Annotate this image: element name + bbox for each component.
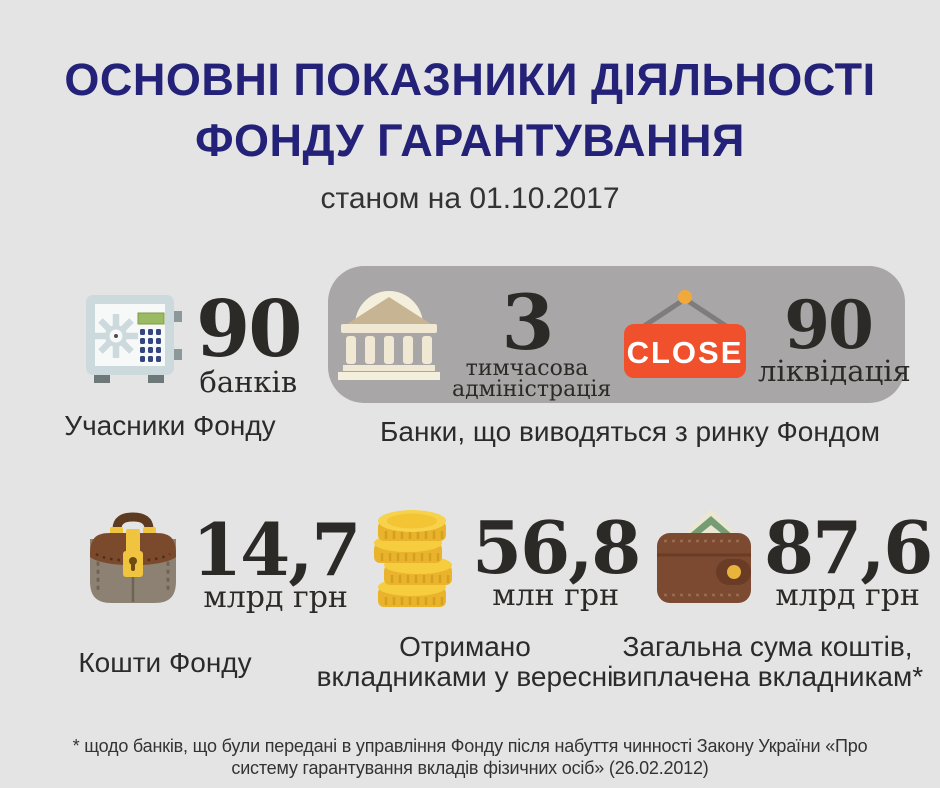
footnote-line2: систему гарантування вкладів фізичних ос… — [231, 758, 709, 778]
total-paid-label-line1: Загальна сума коштів, — [622, 631, 913, 662]
stat-group-september-payouts: 56,8 млн грн — [362, 503, 641, 613]
september-payouts-label-line1: Отримано — [399, 631, 531, 662]
september-payouts-label: Отримано вкладниками у вересні — [295, 632, 635, 692]
wallet-icon — [657, 509, 751, 603]
coins-icon — [374, 510, 452, 607]
footnote: * щодо банків, що були передані в управл… — [40, 735, 900, 779]
september-payouts-unit: млн грн — [492, 578, 620, 613]
liquidation-value: 90 — [784, 286, 874, 364]
fund-assets-value: 14,7 — [192, 507, 361, 592]
banks-withdrawal-label: Банки, що виводяться з ринку Фондом — [380, 416, 880, 447]
participants-value: 90 — [196, 284, 303, 375]
footnote-line1: * щодо банків, що були передані в управл… — [72, 736, 868, 756]
participants-unit: банків — [199, 365, 298, 399]
september-payouts-label-line2: вкладниками у вересні — [316, 661, 614, 692]
page-title-line1: ОСНОВНІ ПОКАЗНИКИ ДІЯЛЬНОСТІ — [64, 54, 876, 105]
close-sign-text: CLOSE — [627, 335, 744, 370]
liquidation-stat: 90 ліквідація — [758, 286, 911, 388]
total-paid-value: 87,6 — [764, 505, 933, 590]
total-paid-stat: 87,6 млрд грн — [764, 505, 933, 613]
fund-assets-stat: 14,7 млрд грн — [192, 507, 361, 615]
september-payouts-stat: 56,8 млн грн — [472, 505, 641, 613]
total-paid-label-line2: виплачена вкладникам* — [611, 661, 924, 692]
stat-group-total-paid: 87,6 млрд грн — [652, 503, 933, 613]
total-paid-label: Загальна сума коштів, виплачена вкладник… — [595, 632, 940, 692]
safe-icon — [86, 295, 182, 383]
stat-group-participants: 90 банків — [84, 284, 303, 399]
fund-assets-label: Кошти Фонду — [78, 647, 252, 678]
close-sign-icon: CLOSE — [624, 290, 746, 378]
page-title-line2: ФОНДУ ГАРАНТУВАННЯ — [195, 115, 745, 166]
report-date-subtitle: станом на 01.10.2017 — [320, 182, 620, 215]
banks-withdrawal-panel: 3 тимчасова адміністрація CLOSE 90 лікві… — [328, 266, 911, 403]
temp-admin-unit-line1: тимчасова — [465, 356, 589, 381]
september-payouts-value: 56,8 — [472, 505, 641, 590]
temp-admin-unit-line2: адміністрація — [452, 377, 612, 402]
fund-assets-unit: млрд грн — [203, 580, 348, 615]
briefcase-icon — [90, 512, 176, 603]
total-paid-unit: млрд грн — [775, 578, 920, 613]
liquidation-unit: ліквідація — [758, 354, 911, 388]
bank-building-icon — [338, 291, 440, 380]
temp-admin-value: 3 — [501, 278, 555, 367]
participants-stat: 90 банків — [196, 284, 303, 399]
temp-admin-stat: 3 тимчасова адміністрація — [452, 278, 612, 402]
stat-group-fund-assets: 14,7 млрд грн — [82, 505, 361, 615]
page-title: ОСНОВНІ ПОКАЗНИКИ ДІЯЛЬНОСТІ ФОНДУ ГАРАН… — [0, 49, 940, 171]
participants-label: Учасники Фонду — [64, 410, 276, 441]
